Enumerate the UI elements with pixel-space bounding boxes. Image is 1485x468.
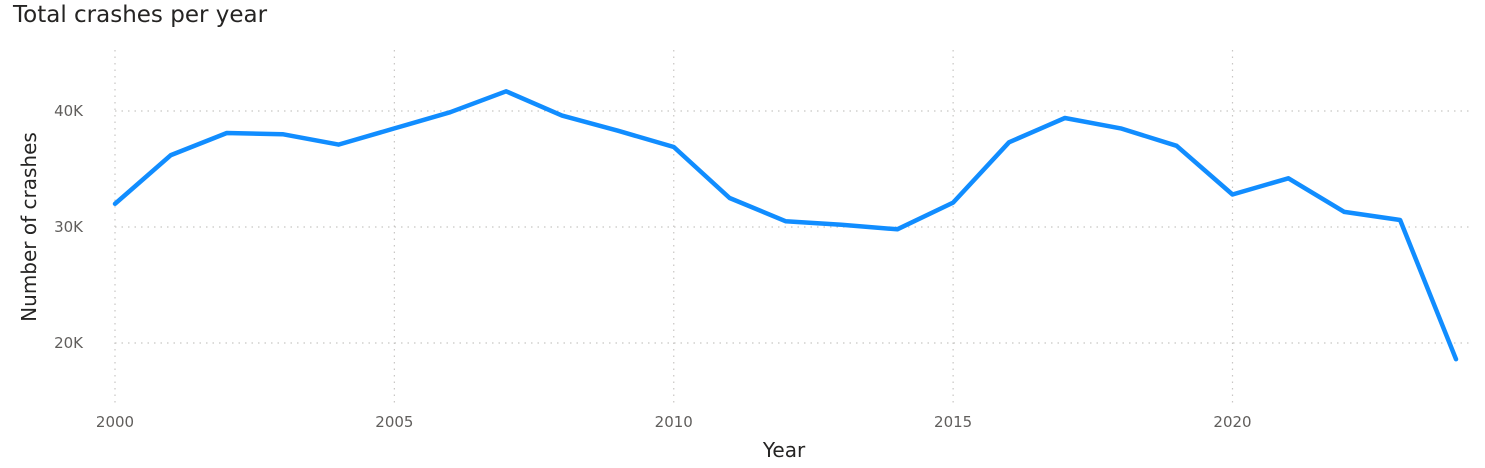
data-point[interactable] (390, 124, 398, 132)
y-tick-label: 40K (54, 102, 84, 120)
data-point[interactable] (1340, 208, 1348, 216)
chart-title: Total crashes per year (13, 2, 268, 28)
y-axis-title: Number of crashes (17, 132, 41, 322)
data-point[interactable] (279, 130, 287, 138)
data-point[interactable] (1229, 191, 1237, 199)
data-point[interactable] (167, 151, 175, 159)
data-point[interactable] (1396, 216, 1404, 224)
x-tick-label: 2020 (1213, 413, 1251, 431)
data-point[interactable] (614, 127, 622, 135)
data-point[interactable] (502, 87, 510, 95)
data-point[interactable] (1005, 138, 1013, 146)
data-point[interactable] (1452, 355, 1460, 363)
gridlines (114, 50, 1470, 405)
data-point[interactable] (111, 200, 119, 208)
data-point[interactable] (837, 221, 845, 229)
data-point[interactable] (726, 194, 734, 202)
data-point[interactable] (893, 225, 901, 233)
data-point[interactable] (223, 129, 231, 137)
data-point[interactable] (1173, 142, 1181, 150)
series-line (112, 89, 1459, 362)
x-tick-label: 2005 (375, 413, 413, 431)
data-point[interactable] (558, 112, 566, 120)
data-point[interactable] (782, 217, 790, 225)
data-point[interactable] (335, 141, 343, 149)
x-axis-title: Year (762, 438, 806, 462)
data-point[interactable] (1117, 124, 1125, 132)
x-tick-label: 2010 (655, 413, 693, 431)
data-point[interactable] (1284, 174, 1292, 182)
data-point[interactable] (1061, 114, 1069, 122)
data-point[interactable] (670, 143, 678, 151)
series-layer (111, 87, 1460, 363)
data-point[interactable] (446, 108, 454, 116)
x-tick-label: 2015 (934, 413, 972, 431)
y-tick-label: 20K (54, 334, 84, 352)
x-tick-label: 2000 (96, 413, 134, 431)
y-tick-label: 30K (54, 218, 84, 236)
tick-labels: 2000 2005 2010 2015 2020 20K 30K 40K (54, 102, 1252, 431)
data-point[interactable] (949, 199, 957, 207)
